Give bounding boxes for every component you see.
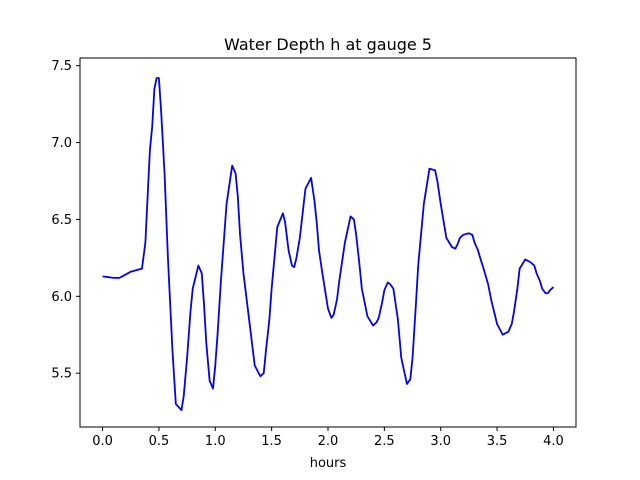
x-tick-label: 1.0 — [205, 434, 226, 449]
x-tick-label: 3.5 — [487, 434, 508, 449]
x-tick-label: 2.5 — [374, 434, 395, 449]
y-tick-label: 6.0 — [51, 290, 72, 305]
x-tick-label: 3.0 — [430, 434, 451, 449]
y-axis-ticks: 5.5 6.0 6.5 7.0 7.5 — [51, 59, 80, 382]
x-tick-label: 1.5 — [261, 434, 282, 449]
x-tick-label: 4.0 — [543, 434, 564, 449]
y-tick-label: 5.5 — [51, 367, 72, 382]
x-tick-label: 0.5 — [149, 434, 170, 449]
y-tick-label: 7.0 — [51, 136, 72, 151]
x-axis-label: hours — [310, 456, 347, 471]
series-line-0 — [102, 77, 555, 411]
y-tick-label: 6.5 — [51, 213, 72, 228]
x-tick-label: 2.0 — [318, 434, 339, 449]
chart-title: Water Depth h at gauge 5 — [224, 35, 432, 54]
y-tick-label: 7.5 — [51, 59, 72, 74]
x-tick-label: 0.0 — [92, 434, 113, 449]
x-axis-ticks: 0.0 0.5 1.0 1.5 2.0 2.5 3.0 3.5 4.0 — [92, 427, 564, 449]
